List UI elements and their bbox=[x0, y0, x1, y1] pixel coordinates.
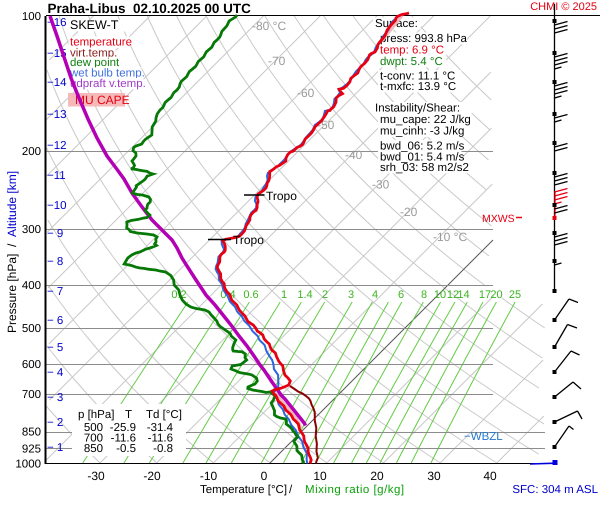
svg-text:− 3: − 3 bbox=[47, 392, 63, 404]
svg-text:3: 3 bbox=[348, 289, 354, 301]
svg-text:-70: -70 bbox=[268, 54, 286, 68]
svg-text:-30: -30 bbox=[87, 469, 105, 483]
svg-text:− 8: − 8 bbox=[47, 256, 63, 268]
svg-text:− 6: − 6 bbox=[47, 315, 63, 327]
svg-text:−14: −14 bbox=[47, 77, 67, 89]
svg-text:Temperature [°C]: Temperature [°C] bbox=[200, 484, 287, 496]
svg-text:−WBZL: −WBZL bbox=[464, 431, 503, 443]
svg-text:400: 400 bbox=[22, 280, 41, 292]
svg-text:−12: −12 bbox=[47, 140, 67, 152]
svg-text:SFC: 304 m ASL: SFC: 304 m ASL bbox=[512, 484, 598, 496]
svg-text:bwd_06: 5.2 m/s: bwd_06: 5.2 m/s bbox=[380, 141, 465, 153]
svg-text:MU CAPE: MU CAPE bbox=[75, 93, 130, 107]
svg-text:Td [°C]: Td [°C] bbox=[146, 409, 182, 421]
svg-text:-10 °C: -10 °C bbox=[433, 230, 467, 244]
svg-text:1: 1 bbox=[281, 289, 287, 301]
svg-text:-10: -10 bbox=[200, 469, 218, 483]
svg-text:virt.temp.: virt.temp. bbox=[70, 48, 117, 60]
svg-text:-20: -20 bbox=[400, 205, 418, 219]
svg-text:− 7: − 7 bbox=[47, 286, 63, 298]
svg-text:udpraft v.temp.: udpraft v.temp. bbox=[70, 78, 146, 90]
svg-text:Praha-Libus 02.10.2025 00 UTC: Praha-Libus 02.10.2025 00 UTC bbox=[48, 1, 252, 16]
svg-text:SKEW-T: SKEW-T bbox=[70, 18, 119, 32]
svg-text:700: 700 bbox=[84, 433, 103, 445]
svg-text:press: 993.8 hPa: press: 993.8 hPa bbox=[380, 33, 468, 45]
svg-text:850: 850 bbox=[22, 427, 41, 439]
svg-text:6: 6 bbox=[398, 289, 404, 301]
svg-text:-0.8: -0.8 bbox=[153, 443, 173, 455]
svg-text:-50: -50 bbox=[317, 118, 335, 132]
svg-text:100: 100 bbox=[22, 11, 41, 23]
svg-text:-25.9: -25.9 bbox=[110, 422, 136, 434]
svg-text:−11: −11 bbox=[47, 170, 66, 182]
svg-text:-60: -60 bbox=[297, 86, 315, 100]
svg-text:850: 850 bbox=[84, 443, 103, 455]
svg-text:dew point: dew point bbox=[70, 57, 120, 69]
svg-text:Instability/Shear:: Instability/Shear: bbox=[375, 103, 460, 115]
svg-text:20: 20 bbox=[370, 469, 384, 483]
svg-text:1.4: 1.4 bbox=[297, 289, 312, 301]
svg-text:500: 500 bbox=[22, 323, 41, 335]
svg-text:temperature: temperature bbox=[70, 37, 132, 49]
svg-text:20: 20 bbox=[490, 289, 502, 301]
svg-text:30: 30 bbox=[427, 469, 441, 483]
svg-text:-31.4: -31.4 bbox=[147, 422, 174, 434]
svg-text:1000: 1000 bbox=[15, 459, 41, 471]
svg-text:10: 10 bbox=[313, 469, 327, 483]
svg-text:p [hPa]: p [hPa] bbox=[78, 409, 114, 421]
svg-text:8: 8 bbox=[421, 289, 427, 301]
svg-text:− 1: − 1 bbox=[47, 442, 63, 454]
svg-text:Mixing ratio [g/kg]: Mixing ratio [g/kg] bbox=[305, 484, 405, 496]
svg-text:Pressure [hPa] / Altitude [k: Pressure [hPa] / Altitude [km] bbox=[5, 171, 19, 333]
svg-text:t-mxfc: 13.9 °C: t-mxfc: 13.9 °C bbox=[380, 81, 456, 93]
svg-text:-80 °C: -80 °C bbox=[252, 19, 286, 33]
svg-text:−13: −13 bbox=[47, 109, 67, 121]
svg-text:Tropo: Tropo bbox=[233, 233, 264, 247]
svg-text:T: T bbox=[125, 409, 132, 421]
svg-text:12: 12 bbox=[447, 289, 459, 301]
svg-text:temp: 6.9 °C: temp: 6.9 °C bbox=[380, 45, 444, 57]
svg-text:mu_cinh: -3 J/kg: mu_cinh: -3 J/kg bbox=[380, 126, 464, 138]
svg-text:-11.6: -11.6 bbox=[111, 433, 136, 445]
svg-text:mu_cape: 22 J/kg: mu_cape: 22 J/kg bbox=[380, 114, 471, 126]
svg-text:0: 0 bbox=[261, 469, 268, 483]
svg-text:40: 40 bbox=[483, 469, 497, 483]
svg-text:CHMI © 2025: CHMI © 2025 bbox=[530, 1, 597, 13]
svg-text:-30: -30 bbox=[372, 178, 390, 192]
svg-text:4: 4 bbox=[372, 289, 378, 301]
svg-text:wet bulb temp.: wet bulb temp. bbox=[69, 67, 145, 79]
svg-text:− 9: − 9 bbox=[47, 228, 63, 240]
svg-text:14: 14 bbox=[457, 289, 469, 301]
svg-text:-40: -40 bbox=[345, 148, 363, 162]
svg-text:0.6: 0.6 bbox=[243, 289, 258, 301]
svg-text:− 4: − 4 bbox=[47, 367, 64, 379]
svg-text:-20: -20 bbox=[143, 469, 161, 483]
svg-text:/: / bbox=[289, 484, 293, 496]
svg-text:600: 600 bbox=[22, 359, 41, 371]
svg-text:300: 300 bbox=[22, 224, 41, 236]
svg-text:2: 2 bbox=[322, 289, 328, 301]
svg-text:Tropo: Tropo bbox=[266, 189, 297, 203]
svg-text:srh_03: 58 m2/s2: srh_03: 58 m2/s2 bbox=[380, 162, 469, 174]
svg-text:500: 500 bbox=[84, 422, 103, 434]
svg-text:− 2: − 2 bbox=[47, 417, 63, 429]
svg-text:17: 17 bbox=[479, 289, 491, 301]
svg-text:10: 10 bbox=[434, 289, 446, 301]
svg-text:700: 700 bbox=[22, 389, 41, 401]
svg-text:925: 925 bbox=[22, 444, 41, 456]
svg-text:-11.6: -11.6 bbox=[148, 433, 173, 445]
svg-text:dwpt: 5.4 °C: dwpt: 5.4 °C bbox=[380, 56, 443, 68]
svg-text:MXWS: MXWS bbox=[482, 213, 515, 225]
svg-text:-0.5: -0.5 bbox=[116, 443, 136, 455]
svg-text:25: 25 bbox=[509, 289, 521, 301]
svg-text:−10: −10 bbox=[47, 200, 67, 212]
svg-text:t-conv: 11.1 °C: t-conv: 11.1 °C bbox=[380, 71, 455, 83]
svg-text:− 5: − 5 bbox=[47, 342, 63, 354]
svg-text:200: 200 bbox=[22, 146, 41, 158]
svg-text:bwd_01: 5.4 m/s: bwd_01: 5.4 m/s bbox=[380, 152, 465, 164]
